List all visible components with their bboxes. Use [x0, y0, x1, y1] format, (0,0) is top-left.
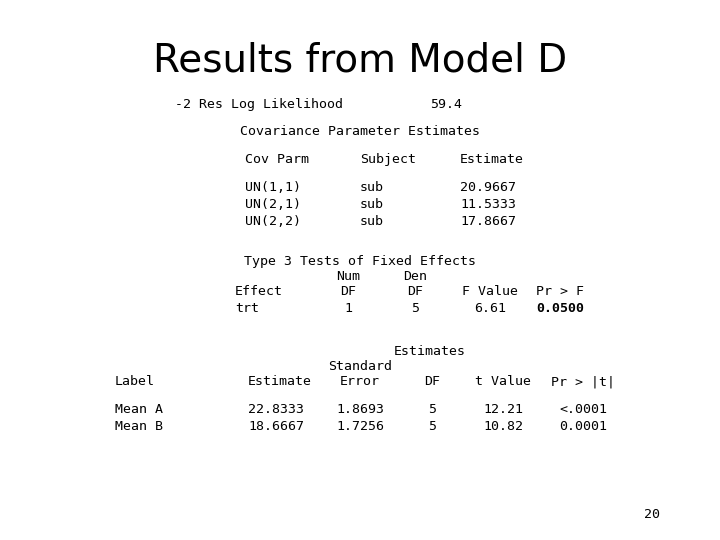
- Text: Mean A: Mean A: [115, 403, 163, 416]
- Text: 22.8333: 22.8333: [248, 403, 304, 416]
- Text: Standard: Standard: [328, 360, 392, 373]
- Text: Error: Error: [340, 375, 380, 388]
- Text: 5: 5: [428, 420, 436, 433]
- Text: 1.7256: 1.7256: [336, 420, 384, 433]
- Text: 18.6667: 18.6667: [248, 420, 304, 433]
- Text: 17.8667: 17.8667: [460, 215, 516, 228]
- Text: DF: DF: [424, 375, 440, 388]
- Text: Cov Parm: Cov Parm: [245, 153, 309, 166]
- Text: 11.5333: 11.5333: [460, 198, 516, 211]
- Text: 6.61: 6.61: [474, 302, 506, 315]
- Text: 59.4: 59.4: [430, 98, 462, 111]
- Text: Num: Num: [336, 270, 360, 283]
- Text: UN(2,1): UN(2,1): [245, 198, 301, 211]
- Text: 20.9667: 20.9667: [460, 181, 516, 194]
- Text: Effect: Effect: [235, 285, 283, 298]
- Text: sub: sub: [360, 198, 384, 211]
- Text: Label: Label: [115, 375, 155, 388]
- Text: Mean B: Mean B: [115, 420, 163, 433]
- Text: Results from Model D: Results from Model D: [153, 42, 567, 80]
- Text: trt: trt: [235, 302, 259, 315]
- Text: Pr > |t|: Pr > |t|: [551, 375, 615, 388]
- Text: DF: DF: [407, 285, 423, 298]
- Text: 0.0001: 0.0001: [559, 420, 607, 433]
- Text: Estimate: Estimate: [248, 375, 312, 388]
- Text: Type 3 Tests of Fixed Effects: Type 3 Tests of Fixed Effects: [244, 255, 476, 268]
- Text: sub: sub: [360, 181, 384, 194]
- Text: Estimates: Estimates: [394, 345, 466, 358]
- Text: 5: 5: [411, 302, 419, 315]
- Text: t Value: t Value: [475, 375, 531, 388]
- Text: Pr > F: Pr > F: [536, 285, 584, 298]
- Text: DF: DF: [340, 285, 356, 298]
- Text: 10.82: 10.82: [483, 420, 523, 433]
- Text: Estimate: Estimate: [460, 153, 524, 166]
- Text: 1.8693: 1.8693: [336, 403, 384, 416]
- Text: 12.21: 12.21: [483, 403, 523, 416]
- Text: sub: sub: [360, 215, 384, 228]
- Text: 5: 5: [428, 403, 436, 416]
- Text: UN(2,2): UN(2,2): [245, 215, 301, 228]
- Text: Den: Den: [403, 270, 427, 283]
- Text: Covariance Parameter Estimates: Covariance Parameter Estimates: [240, 125, 480, 138]
- Text: 20: 20: [644, 508, 660, 521]
- Text: Subject: Subject: [360, 153, 416, 166]
- Text: 1: 1: [344, 302, 352, 315]
- Text: <.0001: <.0001: [559, 403, 607, 416]
- Text: -2 Res Log Likelihood: -2 Res Log Likelihood: [175, 98, 343, 111]
- Text: F Value: F Value: [462, 285, 518, 298]
- Text: 0.0500: 0.0500: [536, 302, 584, 315]
- Text: UN(1,1): UN(1,1): [245, 181, 301, 194]
